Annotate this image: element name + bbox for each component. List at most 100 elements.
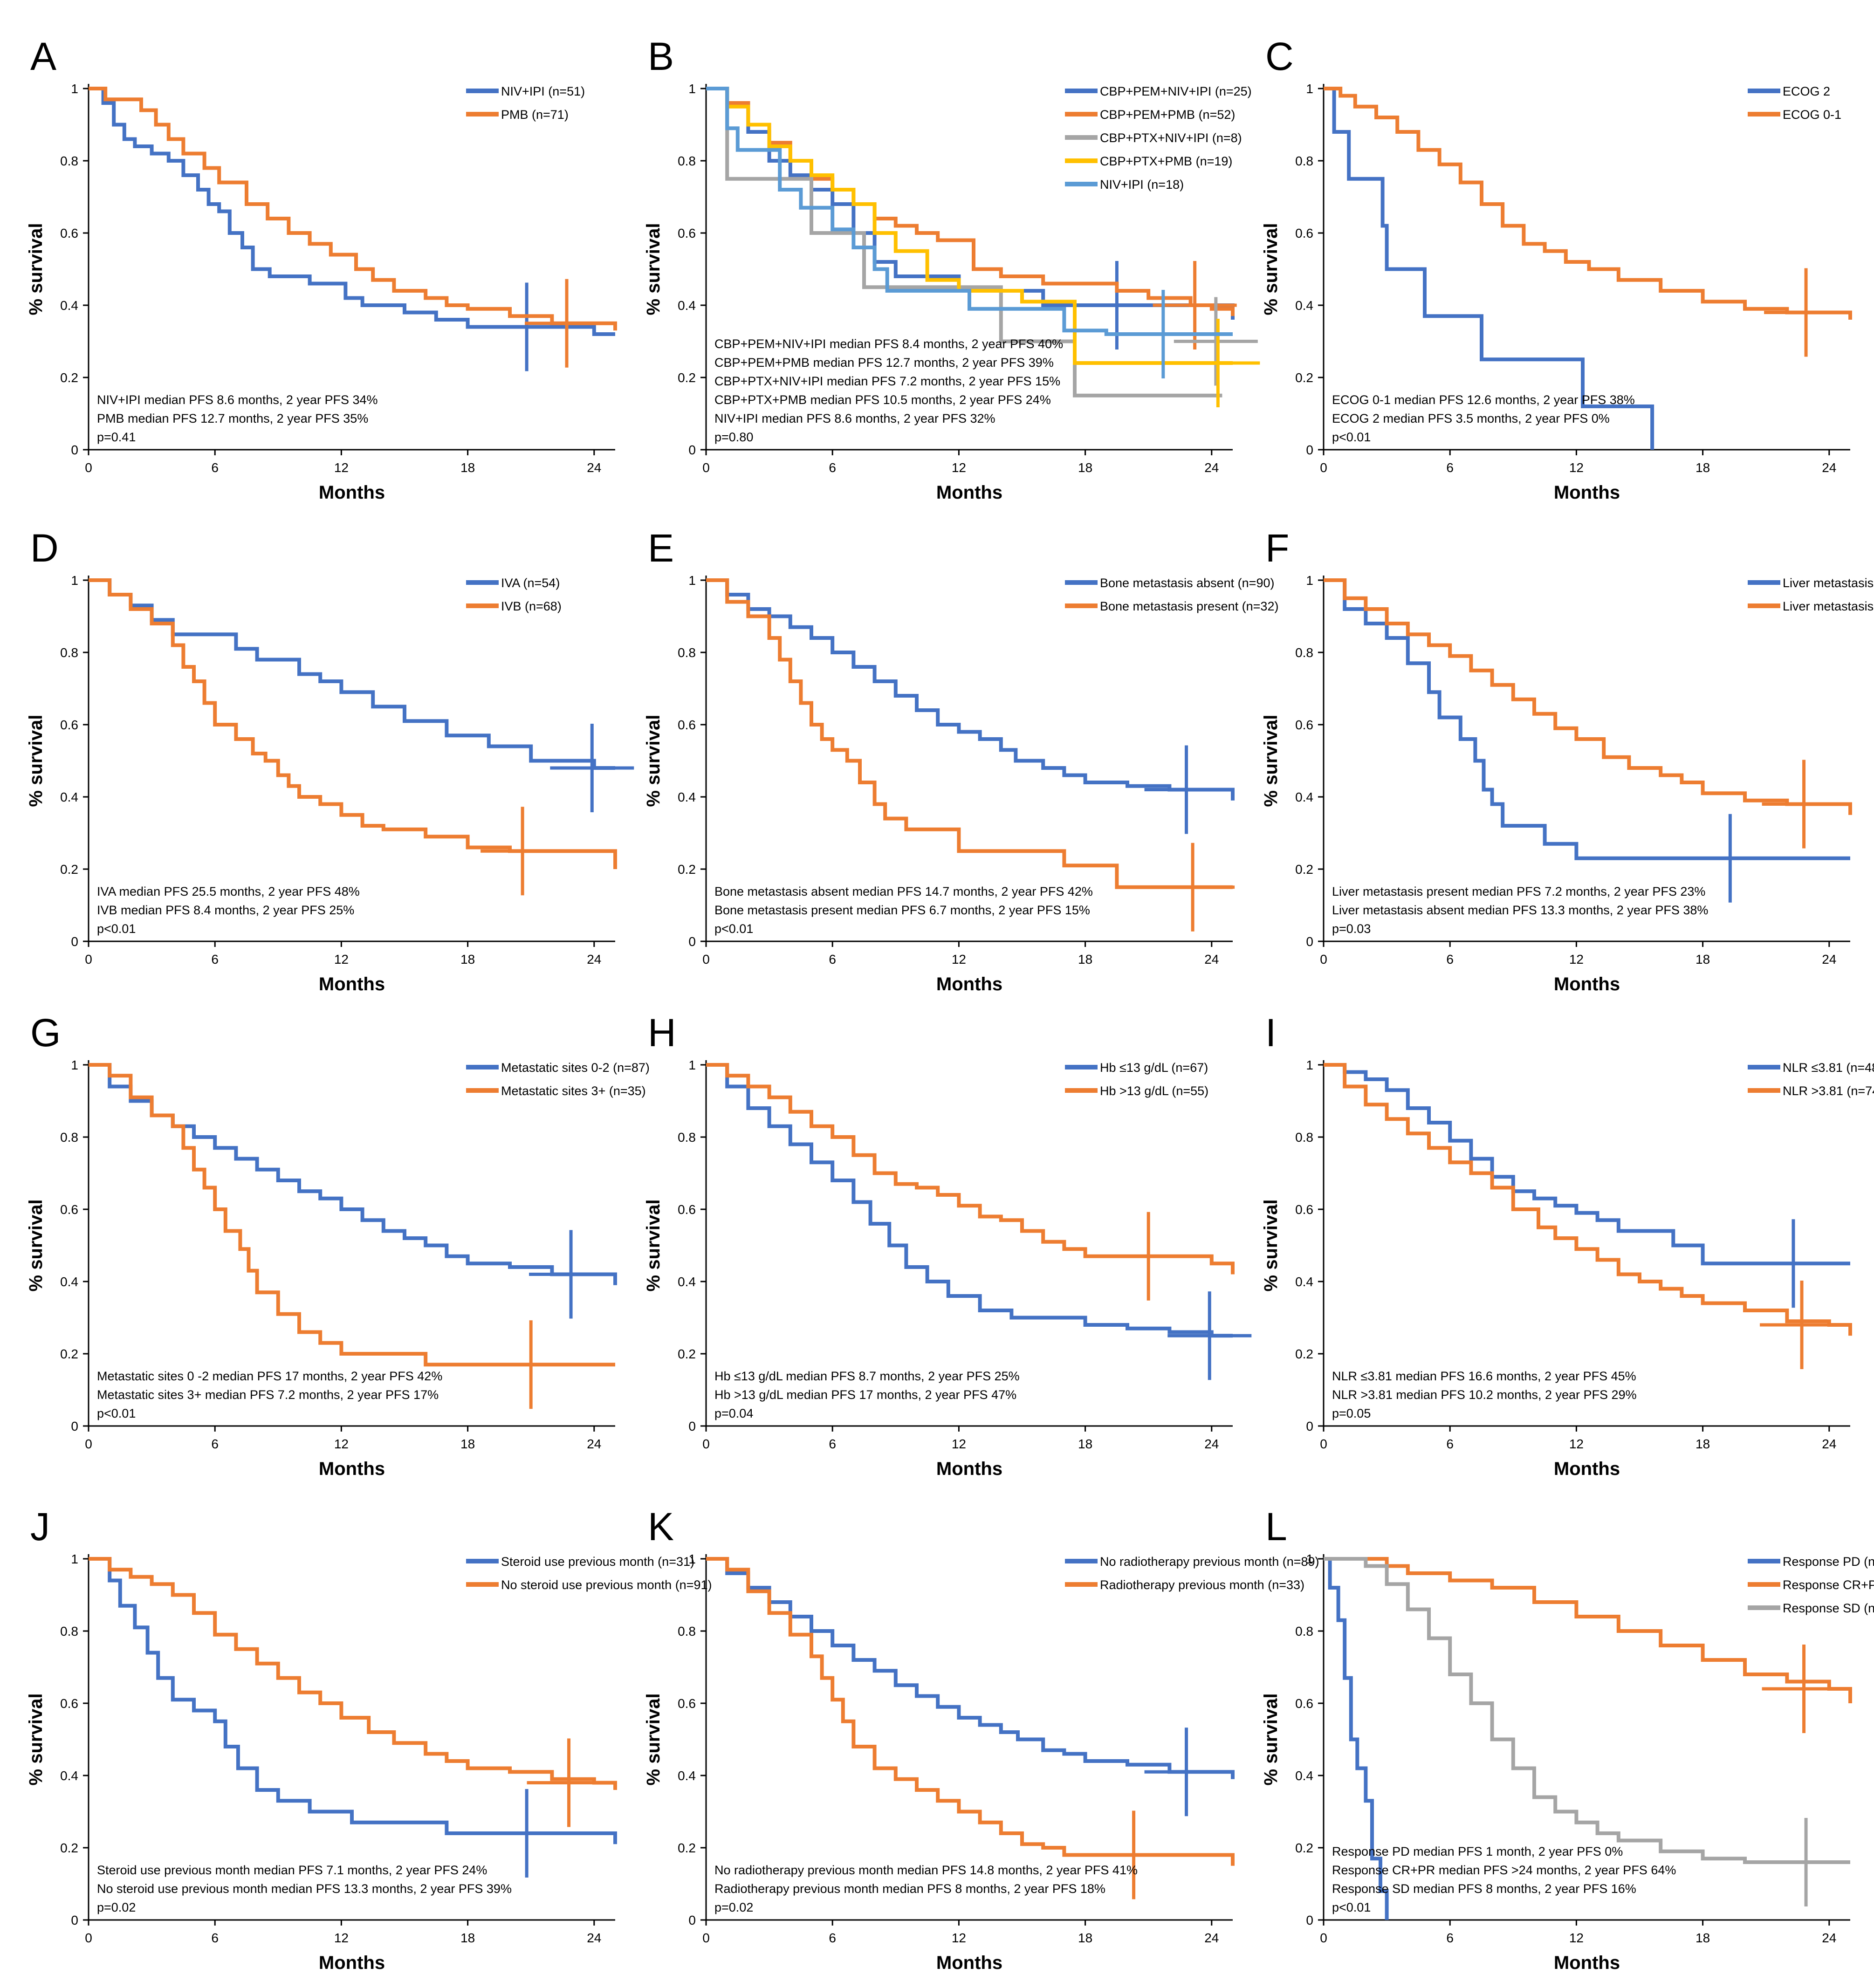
stats-annotation: Response SD median PFS 8 months, 2 year …	[1332, 1882, 1636, 1896]
x-tick-label: 0	[702, 1437, 710, 1451]
x-tick-label: 24	[1822, 952, 1836, 967]
stats-annotation: p=0.05	[1332, 1406, 1371, 1420]
x-tick-label: 6	[1446, 1437, 1454, 1451]
x-tick-label: 18	[1078, 1437, 1092, 1451]
legend-entry: Bone metastasis absent (n=90)	[1100, 576, 1274, 590]
x-tick-label: 18	[460, 460, 475, 475]
x-tick-label: 24	[1822, 1931, 1836, 1945]
y-tick-label: 0.2	[60, 862, 78, 877]
x-tick-label: 6	[211, 952, 219, 967]
y-axis-title: % survival	[26, 223, 46, 315]
legend-entry: NIV+IPI (n=18)	[1100, 178, 1184, 192]
y-axis-title: % survival	[1261, 1200, 1281, 1292]
y-tick-label: 1	[688, 1058, 696, 1072]
y-tick-label: 0	[1306, 1913, 1313, 1927]
legend-entry: Response SD (n=59)	[1783, 1601, 1874, 1615]
legend-entry: Liver metastasis present (n=26)	[1783, 576, 1874, 590]
y-tick-label: 0	[71, 443, 78, 457]
y-tick-label: 0.6	[60, 718, 78, 732]
x-tick-label: 24	[1204, 460, 1219, 475]
stats-annotation: Hb ≤13 g/dL median PFS 8.7 months, 2 yea…	[714, 1369, 1020, 1383]
y-tick-label: 1	[71, 1058, 78, 1072]
y-tick-label: 0.6	[1295, 1202, 1313, 1217]
x-tick-label: 18	[1696, 460, 1710, 475]
panel-j: J 0 0.2 0.4 0.6 0.8 1 0 6 12 18 24 Months % survival S…	[26, 1505, 712, 1973]
y-tick-label: 0.4	[678, 1769, 696, 1783]
y-tick-label: 0.2	[1295, 1347, 1313, 1361]
y-tick-label: 0.2	[678, 1841, 696, 1855]
y-tick-label: 0.8	[1295, 154, 1313, 168]
x-tick-label: 0	[85, 1931, 92, 1945]
x-tick-label: 0	[1320, 952, 1327, 967]
y-tick-label: 1	[688, 573, 696, 588]
km-curve-2	[706, 87, 1235, 316]
y-tick-label: 0.2	[678, 862, 696, 877]
stats-annotation: p=0.04	[714, 1406, 753, 1420]
panel-b: B 0 0.2 0.4 0.6 0.8 1 0 6 12 18 24 Months % survival C…	[643, 34, 1260, 503]
stats-annotation: Radiotherapy previous month median PFS 8…	[714, 1882, 1105, 1896]
stats-annotation: p=0.02	[714, 1900, 753, 1914]
stats-annotation: p<0.01	[1332, 1900, 1371, 1914]
km-curve-2	[89, 87, 617, 331]
x-tick-label: 6	[1446, 952, 1454, 967]
panel-f: F 0 0.2 0.4 0.6 0.8 1 0 6 12 18 24 Months % survival L…	[1261, 526, 1874, 994]
stats-annotation: ECOG 2 median PFS 3.5 months, 2 year PFS…	[1332, 411, 1610, 425]
x-tick-label: 6	[829, 460, 836, 475]
km-curve-1	[1324, 1063, 1850, 1266]
x-tick-label: 24	[587, 952, 601, 967]
y-tick-label: 1	[688, 82, 696, 96]
legend-entry: NLR ≤3.81 (n=48)	[1783, 1061, 1874, 1075]
y-tick-label: 0	[688, 1913, 696, 1927]
x-tick-label: 0	[702, 460, 710, 475]
x-tick-label: 0	[1320, 1931, 1327, 1945]
km-curve-1	[1324, 578, 1850, 860]
km-curve-1	[1324, 1557, 1389, 1920]
stats-annotation: p=0.80	[714, 430, 753, 444]
km-curve-1	[706, 1063, 1233, 1338]
legend-entry: CBP+PEM+NIV+IPI (n=25)	[1100, 84, 1252, 98]
legend-entry: Response PD (n=12)	[1783, 1555, 1874, 1569]
x-tick-label: 0	[1320, 1437, 1327, 1451]
y-tick-label: 0.6	[60, 1696, 78, 1711]
x-tick-label: 0	[702, 952, 710, 967]
y-tick-label: 0.8	[60, 645, 78, 660]
stats-annotation: p<0.01	[714, 922, 753, 936]
y-axis-title: % survival	[643, 223, 664, 315]
stats-annotation: Response PD median PFS 1 month, 2 year P…	[1332, 1844, 1623, 1858]
x-axis-title: Months	[936, 974, 1002, 994]
x-tick-label: 12	[334, 1931, 349, 1945]
x-tick-label: 24	[587, 1437, 601, 1451]
x-tick-label: 0	[85, 1437, 92, 1451]
legend-entry: NIV+IPI (n=51)	[501, 84, 585, 98]
y-tick-label: 0.2	[1295, 1841, 1313, 1855]
stats-annotation: Liver metastasis absent median PFS 13.3 …	[1332, 903, 1708, 917]
legend-entry: ECOG 2	[1783, 84, 1830, 98]
stats-annotation: NIV+IPI median PFS 8.6 months, 2 year PF…	[714, 411, 995, 425]
y-tick-label: 0.2	[1295, 370, 1313, 385]
y-axis-title: % survival	[1261, 223, 1281, 315]
y-tick-label: 1	[1306, 1552, 1313, 1566]
panel-letter: L	[1265, 1505, 1287, 1549]
y-tick-label: 0.8	[678, 645, 696, 660]
y-tick-label: 0.8	[60, 154, 78, 168]
y-axis-title: % survival	[26, 1200, 46, 1292]
x-tick-label: 12	[334, 460, 349, 475]
y-tick-label: 0.4	[678, 1275, 696, 1289]
legend-entry: PMB (n=71)	[501, 108, 569, 122]
y-tick-label: 0	[688, 443, 696, 457]
y-tick-label: 0.4	[60, 1275, 78, 1289]
panel-letter: H	[648, 1011, 676, 1055]
y-tick-label: 0.8	[60, 1624, 78, 1638]
x-tick-label: 18	[460, 952, 475, 967]
stats-annotation: Bone metastasis present median PFS 6.7 m…	[714, 903, 1090, 917]
stats-annotation: Bone metastasis absent median PFS 14.7 m…	[714, 884, 1093, 898]
panel-c: C 0 0.2 0.4 0.6 0.8 1 0 6 12 18 24 Months % survival E…	[1261, 34, 1852, 503]
stats-annotation: ECOG 0-1 median PFS 12.6 months, 2 year …	[1332, 393, 1635, 407]
panel-e: E 0 0.2 0.4 0.6 0.8 1 0 6 12 18 24 Months % survival B…	[643, 526, 1278, 994]
x-tick-label: 12	[1569, 460, 1584, 475]
km-curve-1	[89, 1557, 617, 1844]
x-tick-label: 18	[1696, 952, 1710, 967]
legend-entry: NLR >3.81 (n=74)	[1783, 1084, 1874, 1098]
stats-annotation: PMB median PFS 12.7 months, 2 year PFS 3…	[97, 411, 368, 425]
